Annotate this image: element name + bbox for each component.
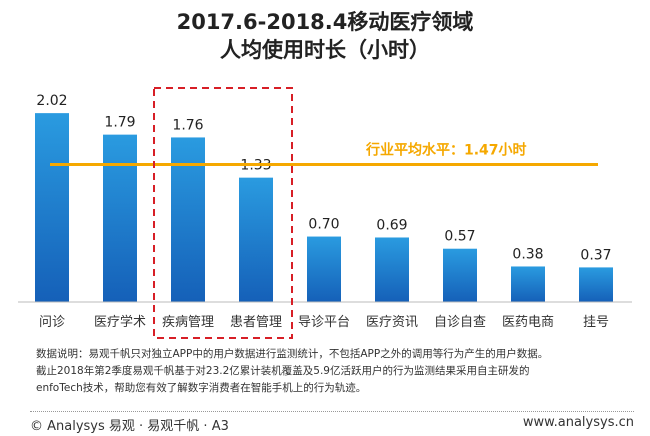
data-notes: 数据说明：易观千帆只对独立APP中的用户数据进行监测统计，不包括APP之外的调用… [36,346,636,397]
data-label: 0.38 [512,246,543,262]
bar [239,177,273,302]
bar-chart: 2.02问诊1.79医疗学术1.76疾病管理1.33患者管理0.70导诊平台0.… [18,87,632,339]
note-line: enfoTech技术，帮助您有效了解数字消费者在智能手机上的行为轨迹。 [36,382,367,394]
highlight-box [153,87,293,339]
footer-copyright: © Analysys 易观 · 易观千帆 · A3 [30,419,229,434]
category-label: 医疗资讯 [366,315,418,330]
bar [35,113,69,302]
footer-website[interactable]: www.analysys.cn [522,415,634,430]
average-label: 行业平均水平：1.47小时 [365,142,527,159]
data-label: 0.57 [444,229,475,245]
category-label: 自诊自查 [434,315,486,330]
category-label: 医疗学术 [94,314,146,330]
data-label: 1.76 [172,117,203,133]
note-line: 数据说明：易观千帆只对独立APP中的用户数据进行监测统计，不包括APP之外的调用… [36,348,549,360]
footer-divider [30,411,634,412]
category-label: 疾病管理 [162,315,214,330]
chart-title: 2017.6-2018.4移动医疗领域 [176,10,474,34]
chart-subtitle: 人均使用时长（小时） [220,38,430,62]
bar [443,248,477,302]
bar [171,137,205,302]
category-label: 医药电商 [502,315,554,330]
bar [579,267,613,302]
category-label: 导诊平台 [298,315,350,330]
bar [375,237,409,302]
data-label: 2.02 [36,93,67,109]
category-label: 问诊 [39,315,65,330]
data-label: 0.70 [308,217,339,233]
data-label: 1.79 [104,115,135,131]
bar [103,134,137,302]
data-label: 0.37 [580,247,611,263]
data-label: 0.69 [376,217,407,233]
bar [511,266,545,302]
category-label: 挂号 [583,315,609,330]
category-label: 患者管理 [230,315,282,330]
note-line: 截止2018年第2季度易观千帆基于对23.2亿累计装机覆盖及5.9亿活跃用户的行… [36,365,530,377]
bar [307,236,341,302]
